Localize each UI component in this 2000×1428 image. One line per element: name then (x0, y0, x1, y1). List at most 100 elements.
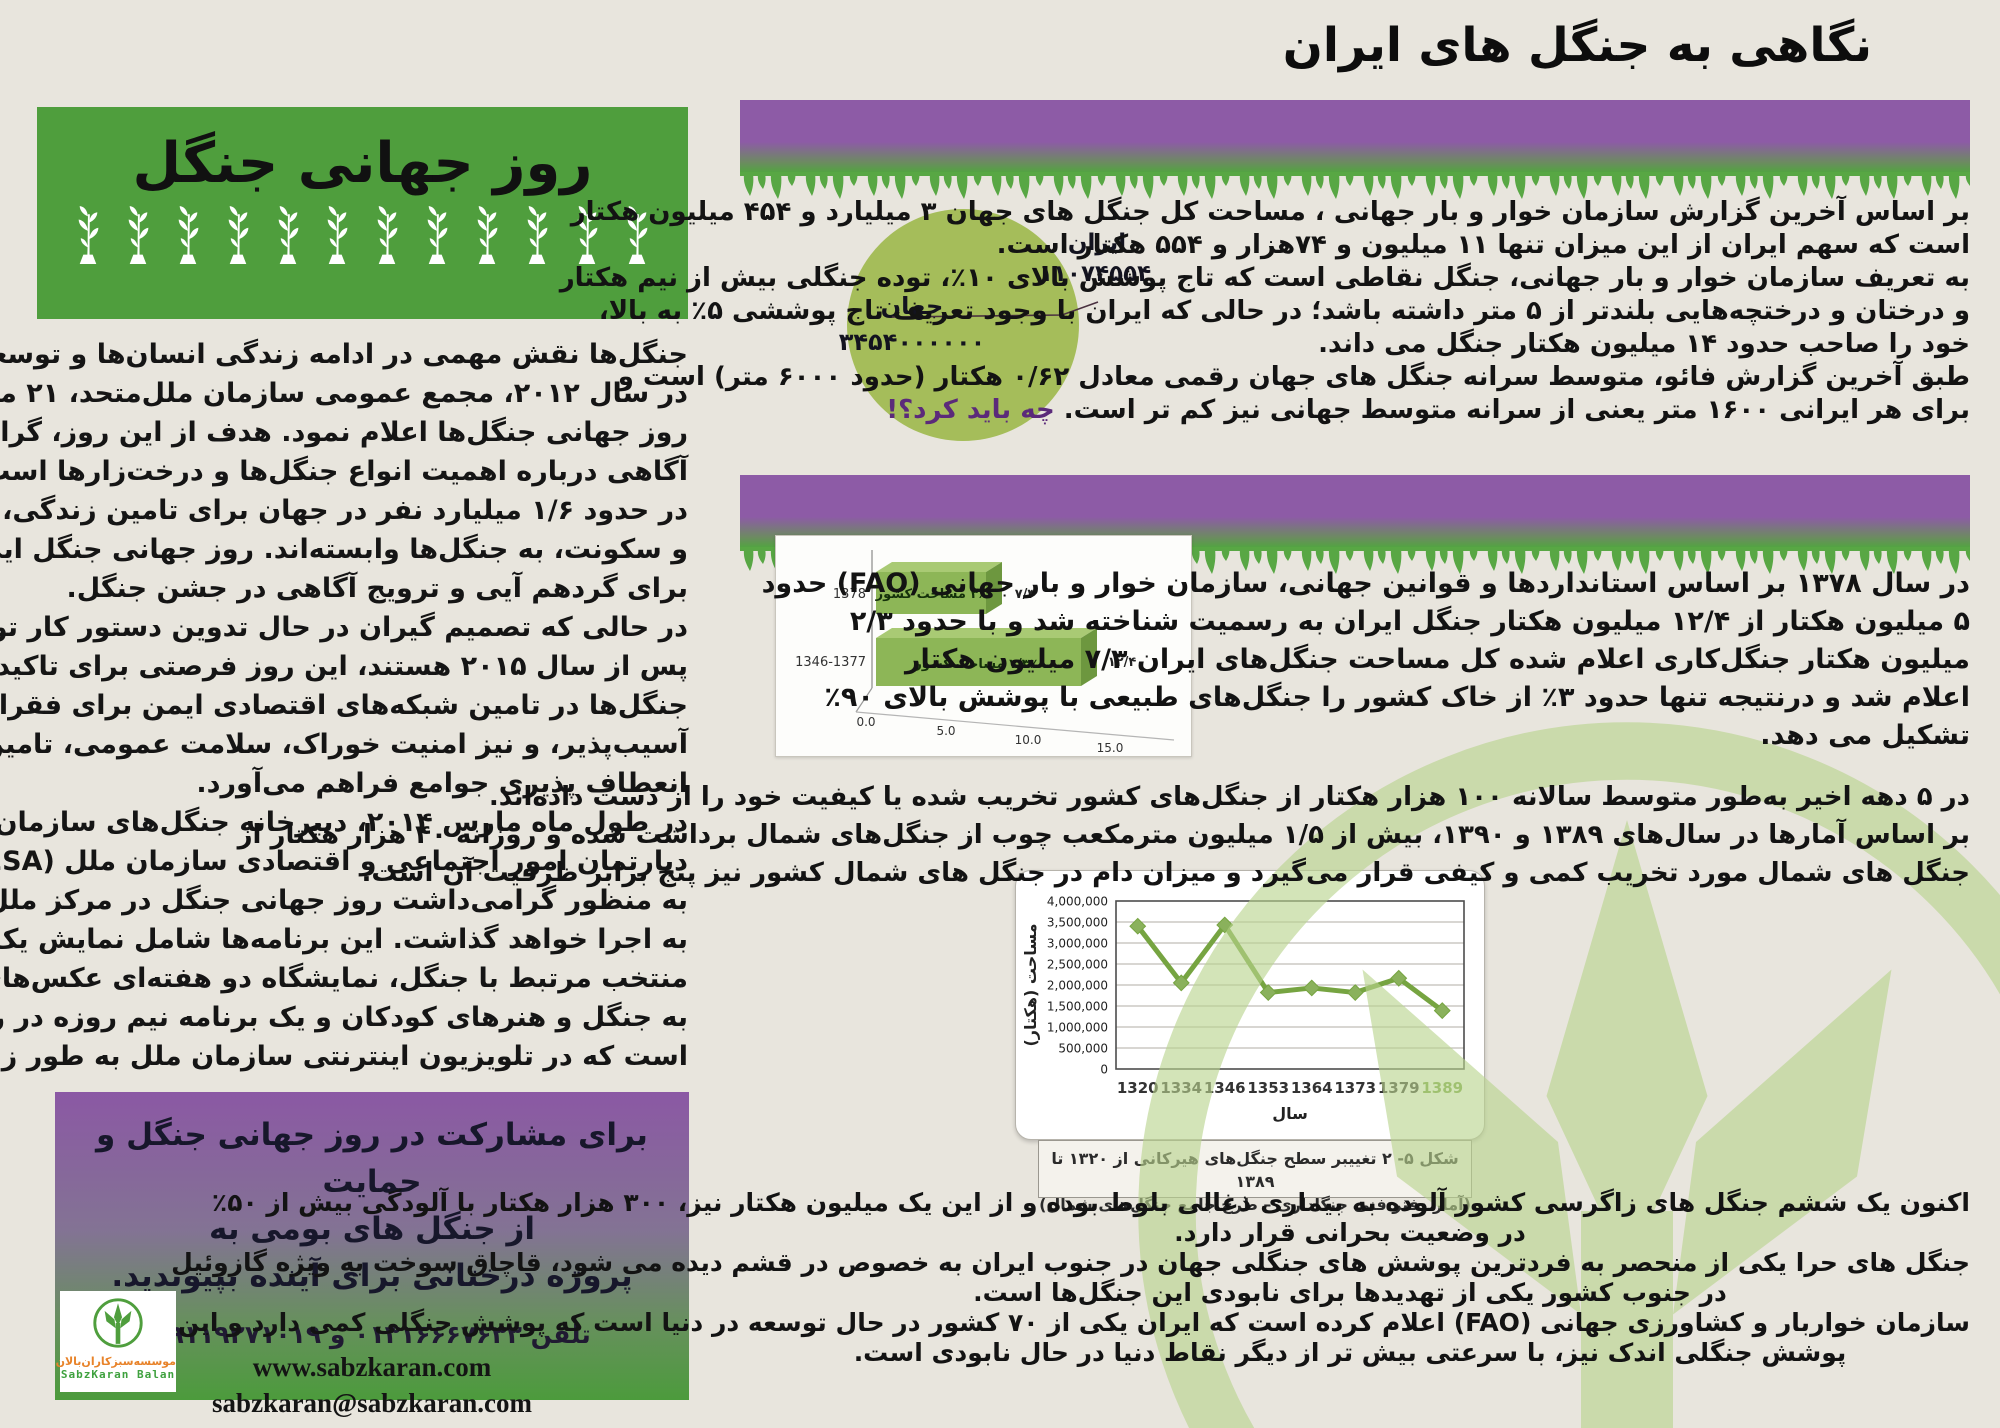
bar1-value-label: ۷/۳ (1015, 587, 1036, 602)
text-line: میلیون هکتار جنگل‌کاری اعلام شده کل مساح… (904, 644, 1970, 675)
svg-text:1,000,000: 1,000,000 (1047, 1021, 1108, 1035)
article-line: جنگل‌ها در تامین شبکه‌های اقتصادی ایمن ب… (0, 690, 688, 721)
line-chart-hyrcanian-forests: مساحت (هکتار) 0 500,000 1,000,000 1,500,000… (1015, 870, 1485, 1140)
sapling-icon (465, 206, 509, 264)
world-forest-day-title: روز جهانی جنگل (132, 131, 593, 196)
page-title: نگاهی به جنگل های ایران (1282, 18, 1872, 73)
text-line: خود را صاحب حدود ۱۴ میلیون هکتار جنگل می… (1318, 329, 1970, 359)
text-line: در ۵ دهه اخیر به‌طور متوسط سالانه ۱۰۰ هز… (488, 782, 1970, 812)
svg-text:2,000,000: 2,000,000 (1047, 979, 1108, 993)
bar1-category: 1378 (833, 587, 866, 602)
article-line: و سکونت، به جنگل‌ها وابسته‌اند. روز جهان… (0, 534, 688, 565)
text-line: اکنون یک ششم جنگل های زاگرسی کشور آلوده … (211, 1188, 1970, 1217)
pie-leader-line (891, 301, 1099, 318)
article-line: آگاهی درباره اهمیت انواع جنگل‌ها و درخت‌… (0, 456, 688, 487)
sapling-icon (116, 206, 160, 264)
sabzkaran-logo-box: موسسه‌سبزکاران‌بالان SabzKaran Balan (56, 1291, 176, 1392)
cta-line: پروژه درختانی برای آینده بپیوندید. (111, 1258, 633, 1294)
article-line: منتخب مرتبط با جنگل، نمایشگاه دو هفته‌ای… (0, 963, 688, 994)
email-link-2[interactable]: sabzkaran@gmail.com (55, 1421, 689, 1428)
article-line: برای گردهم آیی و ترویج آگاهی در جشن جنگل… (66, 573, 689, 604)
bar1-inner-label: ۳٪ مساحت کشور (875, 587, 987, 602)
sabzkaran-logo-en: SabzKaran Balan (60, 1368, 176, 1381)
leaf-fringe-top (740, 172, 1970, 202)
text-line: و درختان و درختچه‌هایی بلندتر از ۵ متر د… (598, 296, 1970, 326)
text-line: جنگل های شمال مورد تخریب کمی و کیفی قرار… (361, 858, 1970, 888)
cta-line: از جنگل های بومی به (209, 1211, 535, 1247)
world-forest-day-header: روز جهانی جنگل (37, 107, 688, 319)
text-line: جنگل های حرا یکی از منحصر به فردترین پوش… (171, 1248, 1970, 1277)
svg-text:1379: 1379 (1378, 1079, 1420, 1097)
bar2-category: 1346-1377 (795, 655, 866, 670)
pie-chart-forest-area (847, 209, 1079, 441)
pie-iran-value: ۱۱۰۷۴۵۵۴ (1038, 261, 1152, 287)
line-chart-xlabel: سال (1272, 1104, 1308, 1123)
cta-box: برای مشارکت در روز جهانی جنگل و حمایت از… (55, 1092, 689, 1428)
bar-x-tick: 10.0 (1015, 733, 1042, 747)
article-line: جنگل‌ها نقش مهمی در ادامه زندگی انسان‌ها… (0, 339, 688, 370)
svg-text:1373: 1373 (1334, 1079, 1376, 1097)
svg-text:1364: 1364 (1291, 1079, 1333, 1097)
svg-text:500,000: 500,000 (1058, 1042, 1108, 1056)
article-line: در حدود ۱/۶ میلیارد نفر در جهان برای تام… (0, 495, 688, 526)
article-line: در سال ۲۰۱۲، مجمع عمومی سازمان ملل‌متحد،… (0, 378, 688, 409)
caption-line-1: شکل ۵- ۲ تغییبر سطح جنگل‌های هیرکانی از … (1051, 1149, 1459, 1191)
phone-numbers: تلفن ۰۱۳۱۶۶۶۷۶۳۳ و ۰۹۱۱۹۲۷۱۰۱۹ (153, 1320, 591, 1349)
svg-text:1346: 1346 (1204, 1079, 1246, 1097)
text-line: به تعریف سازمان خوار و بار جهانی، جنگل ن… (559, 263, 1970, 293)
intro-text-block: بر اساس آخرین گزارش سازمان خوار و بار جه… (559, 196, 1970, 427)
article-line: روز جهانی جنگل‌ها اعلام نمود. هدف از این… (0, 417, 688, 448)
text-line: در سال ۱۳۷۸ بر اساس استانداردها و قوانین… (761, 568, 1970, 599)
text-line: برای هر ایرانی ۱۶۰۰ متر یعنی از سرانه مت… (730, 394, 1970, 427)
article-line: دپارتمان امور اجتماعی و اقتصادی سازمان م… (0, 846, 688, 877)
svg-text:1,500,000: 1,500,000 (1047, 1000, 1108, 1014)
bar2-inner-label: ۷/۳٪ مساحت کشور (913, 657, 1037, 672)
left-article: جنگل‌ها نقش مهمی در ادامه زندگی انسان‌ها… (0, 335, 689, 1076)
article-line: به اجرا خواهد گذاشت. این برنامه‌ها شامل … (0, 924, 688, 955)
text-line: بر اساس آمارها در سال‌های ۱۳۸۹ و ۱۳۹۰، ب… (237, 820, 1970, 850)
pie-iran-label: ایران (1067, 230, 1127, 256)
svg-text:1353: 1353 (1247, 1079, 1289, 1097)
article-line: آسیب‌پذیر، و نیز امنیت خوراک، سلامت عموم… (0, 729, 688, 760)
svg-text:3,000,000: 3,000,000 (1047, 937, 1108, 951)
article-line: انعطاف پذیری جوامع فراهم می‌آورد. (196, 768, 688, 799)
sapling-icon (415, 206, 459, 264)
svg-text:3,500,000: 3,500,000 (1047, 916, 1108, 930)
email-link-1[interactable]: sabzkaran@sabzkaran.com (212, 1388, 532, 1418)
sapling-icon (166, 206, 210, 264)
sapling-icon (216, 206, 260, 264)
what-to-do-highlight: چه باید کرد؟! (886, 395, 1055, 425)
threats-text-block: اکنون یک ششم جنگل های زاگرسی کشور آلوده … (171, 1188, 1970, 1368)
sapling-icon (266, 206, 310, 264)
bar-x-tick: 0.0 (856, 715, 875, 729)
text-line: طبق آخرین گزارش فائو، متوسط سرانه جنگل ه… (617, 362, 1970, 392)
article-line: در حالی که تصمیم گیران در حال تدوین دستو… (0, 612, 688, 643)
text-line: در جنوب کشور یکی از تهدیدها برای نابودی … (973, 1278, 1727, 1307)
degradation-text-block: در ۵ دهه اخیر به‌طور متوسط سالانه ۱۰۰ هز… (237, 778, 1970, 892)
sapling-icon (315, 206, 359, 264)
pie-world-label: جهان (880, 292, 944, 320)
bar-chart-forest-area: ۳٪ مساحت کشور ۷/۳ 1378 ۷/۳٪ مساحت کشور ۱… (775, 535, 1192, 757)
text-line: است که سهم ایران از این میزان تنها ۱۱ می… (996, 230, 1970, 260)
line-chart-ylabel: مساحت (هکتار) (1021, 923, 1040, 1046)
pie-world-value: ۳۴۵۴۰۰۰۰۰۰ (838, 328, 986, 356)
svg-text:1334: 1334 (1160, 1079, 1202, 1097)
sapling-icon (365, 206, 409, 264)
text-line: بر اساس آخرین گزارش سازمان خوار و بار جه… (570, 197, 1970, 227)
cta-line: برای مشارکت در روز جهانی جنگل و حمایت (96, 1117, 648, 1200)
text-line: پوشش جنگلی اندک نیز، با سرعتی بیش تر از … (853, 1338, 1847, 1367)
website-link[interactable]: www.sabzkaran.com (252, 1352, 492, 1382)
banner-top (740, 100, 1970, 172)
svg-text:2,500,000: 2,500,000 (1047, 958, 1108, 972)
bar-x-tick: 5.0 (936, 724, 955, 738)
article-line: پس از سال ۲۰۱۵ هستند، این روز فرصتی برای… (0, 651, 688, 682)
svg-text:1389: 1389 (1421, 1079, 1463, 1097)
article-line: به منظور گرامی‌داشت روز جهانی جنگل در مر… (0, 885, 688, 916)
text-line: در وضعیت بحرانی قرار دارد. (1174, 1218, 1526, 1247)
article-line: است که در تلویزیون اینترنتی سازمان ملل ب… (0, 1041, 688, 1072)
text-line: سازمان خواربار و کشاورزی جهانی (FAO) اعل… (178, 1308, 1970, 1337)
text-line: اعلام شد و درنتیجه تنها حدود ۳٪ از خاک ک… (824, 682, 1970, 713)
fao-1378-text-block: در سال ۱۳۷۸ بر اساس استانداردها و قوانین… (761, 565, 1970, 755)
sabzkaran-logo-icon (89, 1294, 147, 1352)
